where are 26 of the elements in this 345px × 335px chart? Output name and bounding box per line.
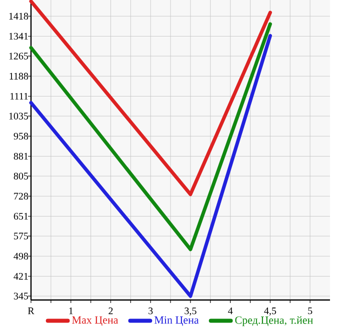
y-tick-label: 805 <box>14 172 28 180</box>
y-tick-label: 958 <box>14 132 28 140</box>
y-tick-label: 728 <box>14 192 28 200</box>
x-tick-label: R <box>28 308 34 314</box>
x-tick-label: 4 <box>228 308 233 314</box>
y-tick-label: 1341 <box>9 32 28 40</box>
x-tick-label: 1 <box>69 308 73 314</box>
y-tick-label: 881 <box>14 152 28 160</box>
y-tick-label: 345 <box>14 292 28 300</box>
y-tick-label: 421 <box>14 272 28 280</box>
x-tick-label: 3 <box>148 308 153 314</box>
y-tick-label: 1418 <box>9 12 28 20</box>
legend-label: Min Цена <box>154 316 199 326</box>
legend-label: Сред.Цена, т.йен <box>235 316 313 326</box>
y-tick-label: 1188 <box>10 72 28 80</box>
y-tick-label: 651 <box>14 212 28 220</box>
x-tick-label: 5 <box>308 308 312 314</box>
y-tick-label: 1111 <box>10 92 28 100</box>
x-tick-label: 4,5 <box>264 308 276 316</box>
y-tick-label: 1265 <box>9 52 28 60</box>
legend-label: Max Цена <box>72 316 118 326</box>
y-tick-label: 1035 <box>9 112 28 120</box>
y-tick-label: 498 <box>14 252 28 260</box>
x-tick-label: 3,5 <box>184 308 196 316</box>
x-tick-label: 2 <box>108 308 113 314</box>
y-tick-label: 575 <box>14 232 28 240</box>
